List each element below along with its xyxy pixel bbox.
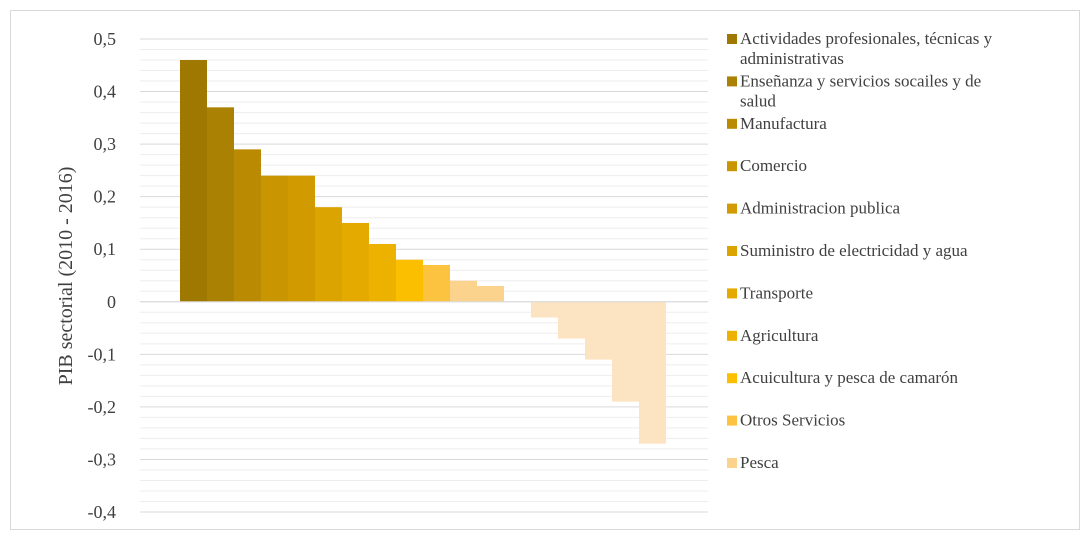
legend-swatch	[727, 458, 737, 468]
bar	[585, 301, 612, 360]
legend-label-line: administrativas	[740, 49, 844, 68]
legend-label: Pesca	[740, 453, 779, 472]
legend-label-line: Actividades profesionales, técnicas y	[740, 29, 993, 48]
y-tick-label: 0,4	[94, 82, 117, 102]
legend-label-line: Comercio	[740, 156, 807, 175]
legend-label: Transporte	[740, 283, 813, 302]
legend-swatch	[727, 288, 737, 299]
y-tick-label: 0,2	[94, 187, 117, 207]
bar	[288, 175, 315, 302]
y-tick-label: 0,5	[94, 29, 117, 49]
bar	[612, 301, 639, 402]
legend-label-line: Otros Servicios	[740, 411, 845, 430]
legend-layer: Actividades profesionales, técnicas y adm…	[727, 29, 993, 472]
legend-label: Otros Servicios	[740, 411, 845, 430]
y-tick-label: 0	[107, 292, 116, 312]
legend-swatch	[727, 246, 737, 256]
bar	[450, 280, 477, 302]
legend-label-line: Transporte	[740, 283, 813, 302]
y-tick-label: 0,1	[94, 239, 117, 259]
legend-label-line: Pesca	[740, 453, 779, 472]
legend-item: Actividades profesionales, técnicas y adm…	[727, 29, 993, 68]
y-tick-label: 0,3	[94, 134, 117, 154]
y-tick-label: -0,1	[88, 344, 117, 364]
legend-swatch	[727, 118, 737, 129]
legend-label: Comercio	[740, 156, 807, 175]
legend-label-line: Administracion publica	[740, 199, 901, 218]
bar	[342, 222, 369, 302]
legend-label-line: Suministro de electricidad y agua	[740, 241, 968, 260]
bar	[315, 207, 342, 302]
legend-label-line: Agricultura	[740, 326, 819, 345]
legend-swatch	[727, 373, 737, 384]
legend-label-line: Acuicultura y pesca de camarón	[740, 368, 959, 387]
legend-label-line: Enseñanza y servicios socailes y de	[740, 71, 981, 90]
legend-item: Otros Servicios	[727, 411, 845, 430]
bar	[396, 259, 423, 302]
legend-item: Agricultura	[727, 326, 819, 345]
legend-label-line: salud	[740, 91, 776, 110]
legend-swatch	[727, 415, 737, 426]
bar	[261, 175, 288, 302]
legend-item: Manufactura	[727, 114, 827, 133]
legend-label: Actividades profesionales, técnicas y adm…	[740, 29, 993, 68]
legend-label: Suministro de electricidad y agua	[740, 241, 968, 260]
legend-item: Enseñanza y servicios socailes y de salud	[727, 71, 981, 110]
legend-label-line: Manufactura	[740, 114, 827, 133]
bar	[558, 301, 585, 339]
legend-swatch	[727, 76, 737, 87]
legend-item: Administracion publica	[727, 199, 901, 218]
legend-item: Comercio	[727, 156, 807, 175]
legend-item: Suministro de electricidad y agua	[727, 241, 968, 260]
legend-item: Pesca	[727, 453, 779, 472]
bar	[423, 264, 450, 302]
y-tick-label: -0,3	[88, 449, 117, 469]
bar	[477, 286, 504, 302]
bar	[207, 107, 234, 302]
bar-layer	[140, 60, 708, 444]
bar	[639, 301, 666, 444]
legend-swatch	[727, 203, 737, 214]
y-tick-label: -0,4	[88, 502, 117, 522]
legend-swatch	[727, 161, 737, 172]
legend-item: Acuicultura y pesca de camarón	[727, 368, 959, 387]
bar	[234, 149, 261, 302]
legend-item: Transporte	[727, 283, 813, 302]
y-axis-label: PIB sectorial (2010 - 2016)	[55, 167, 77, 386]
legend-label: Acuicultura y pesca de camarón	[740, 368, 959, 387]
y-tick-label: -0,2	[88, 397, 117, 417]
legend-label: Enseñanza y servicios socailes y de salud	[740, 71, 981, 110]
legend-label: Agricultura	[740, 326, 819, 345]
legend-label: Manufactura	[740, 114, 827, 133]
axis-layer: 0,5 0,4 0,3 0,2 0,1 0 -0,1 -0,2 -0,3 -0,4	[88, 29, 117, 522]
bar	[180, 60, 207, 302]
bar	[531, 301, 558, 318]
legend-label: Administracion publica	[740, 199, 901, 218]
legend-swatch	[727, 34, 737, 44]
legend-swatch	[727, 330, 737, 341]
bar	[369, 243, 396, 302]
